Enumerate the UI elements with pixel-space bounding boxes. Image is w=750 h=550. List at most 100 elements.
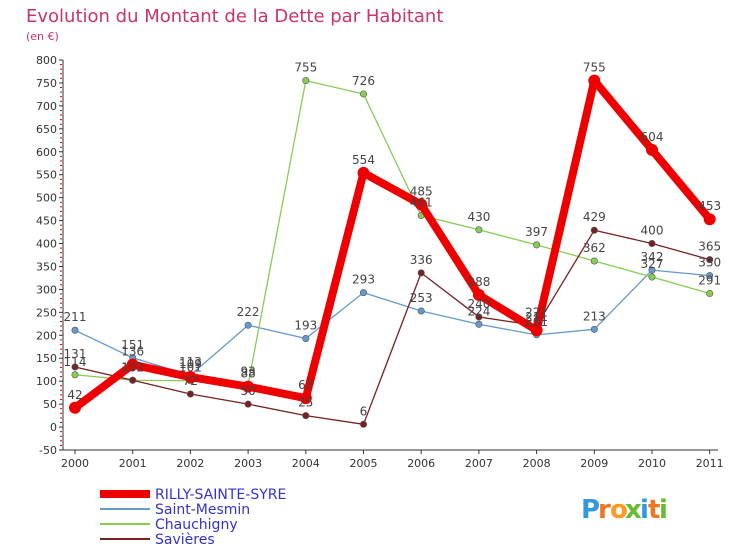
data-label: 485 [410,185,433,199]
data-label: 221 [525,306,548,320]
data-point [184,371,197,384]
x-tick-label: 2005 [350,457,378,470]
data-point [475,313,483,321]
data-point [242,380,255,393]
data-point [126,358,139,371]
x-tick-label: 2003 [234,457,262,470]
x-tick-label: 2001 [119,457,147,470]
logo-letter: r [598,495,611,525]
data-label: 400 [641,224,664,238]
y-tick-label: 0 [50,421,57,434]
data-point [648,240,656,248]
data-point [472,288,485,301]
data-point [530,324,543,337]
data-label: 113 [179,355,202,369]
data-label: 224 [467,304,490,318]
data-point [703,213,716,226]
data-point [69,401,81,414]
data-label: 291 [698,274,721,288]
data-label: 288 [467,275,490,289]
y-tick-label: 450 [36,215,57,228]
y-tick-label: 250 [36,306,57,319]
data-label: 365 [698,240,721,254]
y-tick-label: 350 [36,260,57,273]
data-point [299,392,312,405]
y-tick-label: 700 [36,100,57,113]
legend-label: Saint-Mesmin [155,502,250,518]
data-point [646,143,658,156]
logo-letter: t [648,495,660,525]
logo-letter: o [610,495,628,525]
data-point [302,335,310,343]
series-line [74,229,711,425]
legend-label: RILLY-SAINTE-SYRE [155,487,286,503]
data-point [533,241,541,249]
data-label: 93 [240,364,255,378]
data-label: 554 [352,153,375,167]
data-point [302,412,310,420]
x-tick-label: 2009 [580,457,608,470]
data-label: 211 [64,310,87,324]
data-label: 72 [183,374,198,388]
x-tick-label: 2006 [407,457,435,470]
data-point [648,266,656,274]
y-tick-label: 650 [36,123,57,136]
data-point [244,321,252,329]
y-tick-label: 500 [36,192,57,205]
proxiti-logo: Pr oxi ti [581,495,668,525]
data-label: 131 [64,347,87,361]
logo-letter: i [640,495,649,525]
legend: RILLY-SAINTE-SYRESaint-MesminChauchignyS… [100,487,286,548]
legend-label: Chauchigny [155,517,238,533]
data-point [359,420,367,428]
y-tick-label: 50 [43,398,57,411]
data-label: 109 [179,357,202,371]
data-label: 430 [467,210,490,224]
data-point [475,226,483,234]
data-label: 213 [583,309,606,323]
y-tick-label: 200 [36,329,57,342]
data-point [186,390,194,398]
data-label: 88 [240,367,255,381]
y-tick-label: 750 [36,77,57,90]
data-point [588,74,601,87]
data-label: 151 [121,338,144,352]
y-tick-label: 800 [36,54,57,67]
data-label: 102 [121,360,144,374]
data-point [706,272,714,280]
data-label: 397 [525,225,548,239]
data-point [359,90,367,98]
data-point [302,77,310,85]
data-point [244,400,252,408]
x-tick-label: 2000 [61,457,89,470]
data-label: 362 [583,241,606,255]
data-label: 50 [240,384,255,398]
data-point [415,198,428,211]
x-tick-label: 2002 [176,457,204,470]
legend-label: Savières [155,532,215,548]
data-point [706,290,714,298]
data-point [590,257,598,265]
data-labels-group: 42 136 109 88 63 554 485 288 211 755 604 453 211 151 1… [64,61,722,419]
y-tick-label: 300 [36,283,57,296]
y-tick-label: 550 [36,169,57,182]
y-tick-label: -50 [39,444,57,457]
chart-subtitle: (en €) [26,30,59,43]
data-label: 253 [410,291,433,305]
data-point [590,226,598,234]
data-label: 755 [294,61,317,75]
data-label: 222 [237,305,260,319]
data-point [71,371,79,379]
data-label: 211 [525,310,548,324]
data-label: 336 [410,253,433,267]
data-label: 327 [641,257,664,271]
data-point [475,320,483,328]
axes: -500501001502002503003504004505005506006… [36,54,724,470]
data-point [590,325,598,333]
x-tick-label: 2011 [696,457,724,470]
data-label: 240 [467,297,490,311]
data-label: 193 [294,319,317,333]
logo-letter: P [581,495,600,525]
